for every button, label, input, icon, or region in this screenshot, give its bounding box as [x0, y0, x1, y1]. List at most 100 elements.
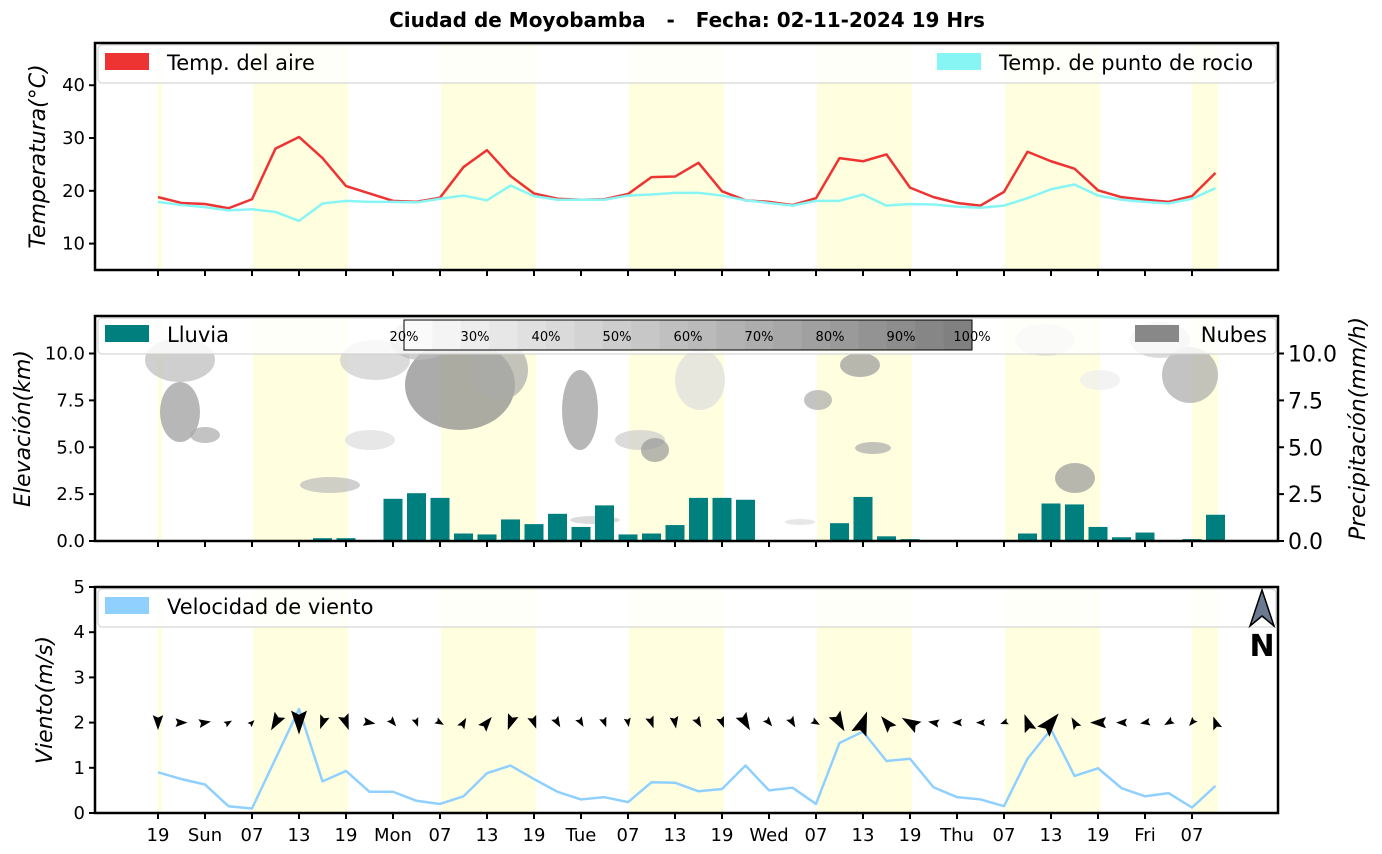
- y-tick-label: 2: [74, 713, 85, 734]
- rain-bar: [877, 536, 896, 541]
- x-tick-label: 13: [476, 825, 499, 846]
- y-tick-label: 30: [62, 128, 85, 149]
- daylight-bands: [158, 43, 1218, 813]
- legend-swatch: [105, 325, 149, 342]
- y-tick-label: 10.0: [45, 344, 85, 365]
- colorbar-segment: [773, 320, 803, 350]
- x-tick-label: 19: [335, 825, 358, 846]
- wind-arrow: [527, 714, 537, 729]
- wind-arrow: [1213, 716, 1223, 731]
- wind-arrow: [952, 718, 962, 727]
- legend-label: Lluvia: [167, 323, 229, 347]
- cloud-blob: [840, 353, 880, 377]
- colorbar-label: 30%: [461, 330, 490, 345]
- x-tick-label: 19: [711, 825, 734, 846]
- colorbar-segment: [915, 320, 945, 350]
- x-tick-label: 13: [852, 825, 875, 846]
- y-tick-label-right: 2.5: [1288, 483, 1323, 508]
- cloud-blob: [1080, 370, 1120, 390]
- wind-arrow: [1037, 713, 1059, 737]
- y-tick-label: 0: [74, 803, 85, 824]
- x-tick-label: 19: [899, 825, 922, 846]
- x-tick-label: 13: [664, 825, 687, 846]
- north-label: N: [1249, 629, 1274, 664]
- wind-arrow: [599, 716, 607, 728]
- y-tick-label: 0.0: [56, 531, 85, 552]
- colorbar-label: 50%: [603, 330, 632, 345]
- wind-arrow: [828, 710, 845, 732]
- x-tick-label: 07: [617, 825, 640, 846]
- wind-arrow: [434, 717, 444, 725]
- colorbar-segment: [886, 320, 916, 350]
- x-tick-label: 13: [1040, 825, 1063, 846]
- cloud-blob: [675, 350, 725, 410]
- colorbar-segment: [943, 320, 973, 350]
- colorbar-frame: [403, 319, 973, 351]
- wind-arrow: [152, 715, 164, 731]
- cloud-blob: [1055, 463, 1095, 493]
- colorbar-segment: [858, 320, 888, 350]
- wind-arrow: [669, 715, 679, 729]
- x-tick-label: Sun: [188, 825, 222, 846]
- legend-swatch: [1135, 325, 1179, 342]
- legend-label: Velocidad de viento: [167, 595, 373, 619]
- wind-arrow: [198, 719, 211, 728]
- x-tick-label: Thu: [939, 825, 974, 846]
- wind-arrow: [692, 715, 702, 728]
- y-axis-label: Temperatura(°C): [26, 64, 51, 248]
- x-tick-label: 19: [147, 825, 170, 846]
- y-tick-label-right: 7.5: [1288, 389, 1323, 414]
- y-tick-label: 4: [74, 622, 85, 643]
- legend-swatch: [937, 53, 981, 70]
- wind-arrow: [1164, 716, 1175, 726]
- rain-bar: [736, 499, 755, 541]
- colorbar-label: 40%: [532, 330, 561, 345]
- rain-bar: [1041, 503, 1061, 541]
- north-arrow-icon: [1248, 587, 1276, 629]
- wind-arrow: [411, 717, 419, 727]
- wind-arrow: [645, 715, 654, 729]
- y-tick-label: 5.0: [56, 437, 85, 458]
- rain-bar: [454, 533, 473, 541]
- legend-label: Nubes: [1201, 323, 1267, 347]
- colorbar-segment: [688, 320, 717, 350]
- wind-arrow: [1189, 716, 1198, 727]
- wind-arrow: [735, 711, 750, 731]
- rain-bar: [1112, 537, 1131, 541]
- colorbar-label: 90%: [887, 330, 916, 345]
- colorbar-segment: [574, 320, 604, 350]
- cloud-blob: [855, 442, 891, 454]
- rain-bar: [689, 497, 708, 541]
- colorbar-segment: [631, 320, 661, 350]
- y-axis-label: Viento(m/s): [33, 636, 58, 764]
- wind-arrow: [457, 717, 467, 730]
- colorbar-segment: [602, 320, 632, 350]
- chart-content: Temp. del aire Temp. de punto de rocio102…: [11, 41, 1371, 846]
- rain-bar: [618, 534, 638, 541]
- cloud-blob: [785, 519, 815, 525]
- rain-bar: [313, 538, 332, 541]
- x-tick-label: 13: [288, 825, 311, 846]
- cloud-blob: [472, 340, 528, 400]
- colorbar-segment: [716, 320, 746, 350]
- rain-bar: [665, 525, 685, 541]
- y-tick-label: 5: [74, 577, 85, 598]
- daylight-band: [158, 587, 162, 813]
- wind-arrow: [291, 710, 307, 735]
- legend-label: Temp. del aire: [166, 51, 315, 75]
- wind-arrow: [762, 716, 773, 727]
- rain-bar: [853, 496, 873, 541]
- x-tick-label: Wed: [749, 825, 788, 846]
- x-tick-label: Fri: [1134, 825, 1155, 846]
- wind-arrow: [575, 716, 584, 727]
- y-tick-label: 3: [74, 667, 85, 688]
- wind-arrow: [1090, 716, 1106, 729]
- wind-arrow: [1140, 717, 1151, 726]
- rain-bar: [1018, 533, 1037, 541]
- y-tick-label-right: 10.0: [1288, 343, 1337, 368]
- wind-arrow: [362, 717, 376, 726]
- daylight-band: [158, 43, 162, 270]
- axes-frame: [93, 585, 1280, 815]
- rain-bar: [336, 538, 356, 541]
